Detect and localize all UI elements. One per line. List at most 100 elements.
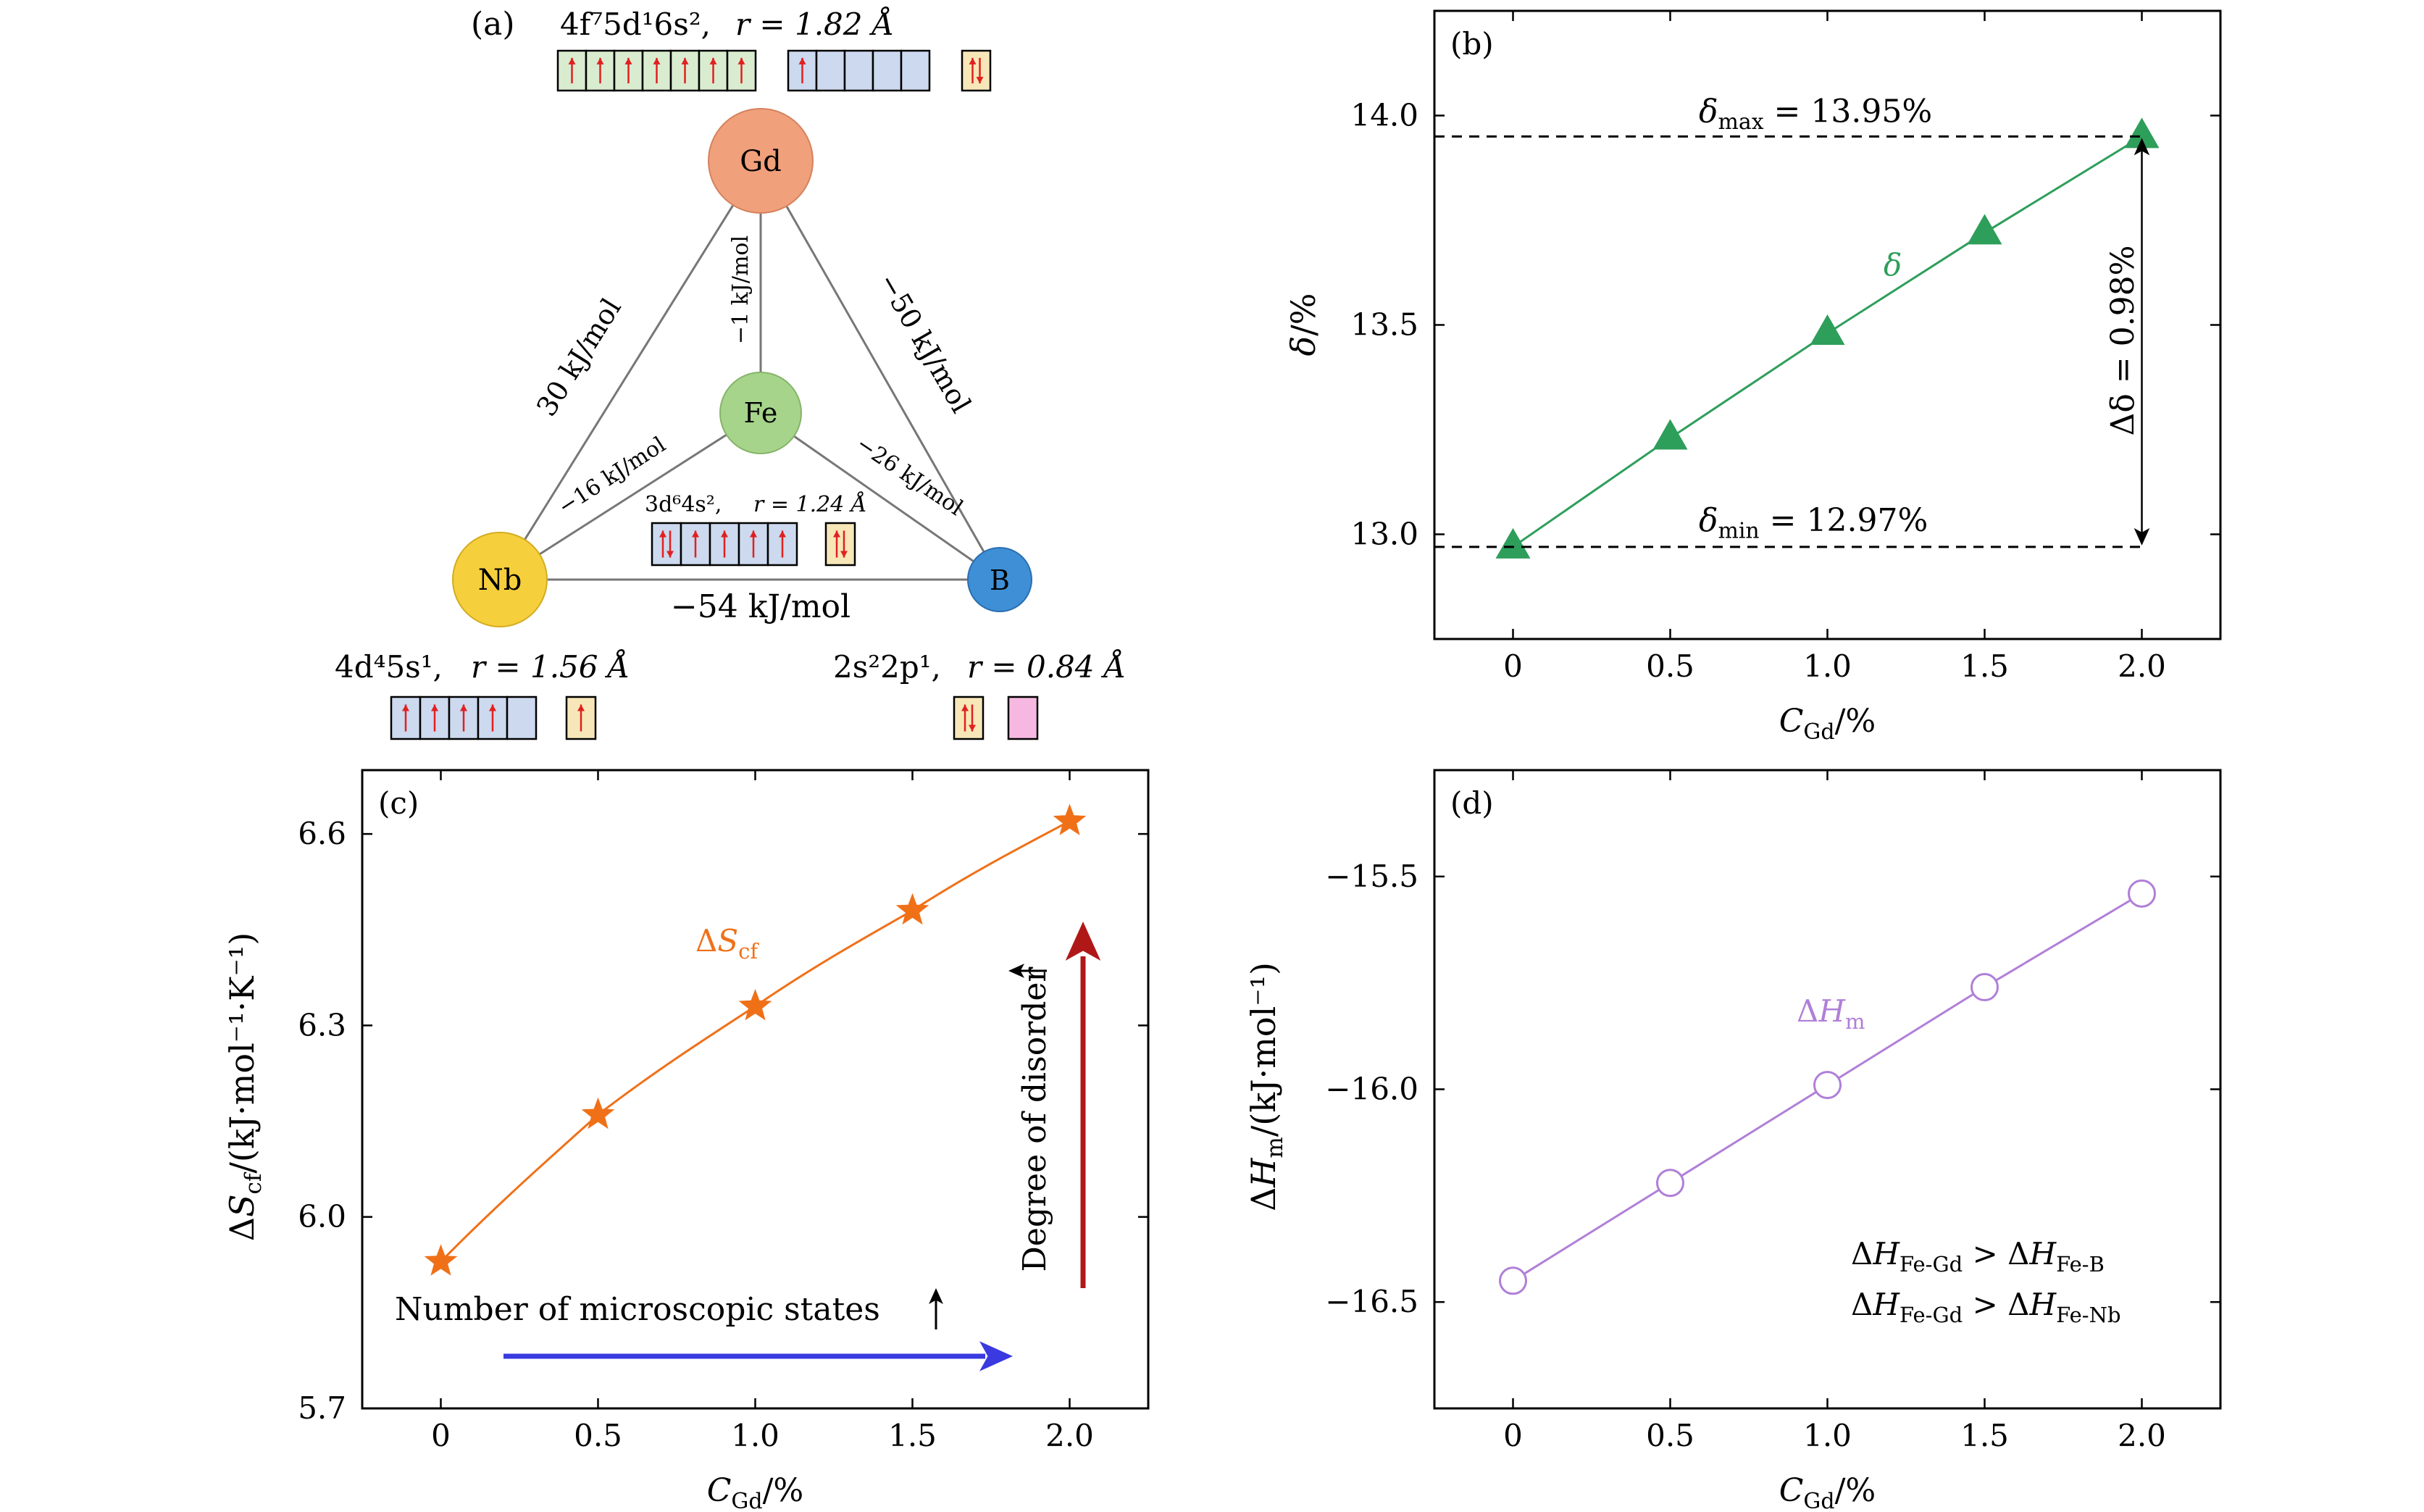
arrow-head — [681, 57, 689, 64]
x-tick-label: 1.5 — [1960, 1418, 2009, 1453]
panel-b-chart: 0 0.5 1.0 1.5 2.0 13.0 13.5 14.0 (b) CGd/% δ/% δmax… — [1284, 9, 2222, 745]
x-tick-label: 1.0 — [731, 1418, 780, 1453]
atom-nb — [452, 532, 548, 627]
data-point — [1499, 1266, 1527, 1295]
series-line — [440, 820, 1071, 1263]
data-point — [1970, 973, 1999, 1002]
panel-c-chart: 0 0.5 1.0 1.5 2.0 5.7 6.0 6.3 6.6 (c) CGd/% ΔScf/(k… — [222, 769, 1150, 1512]
x-tick-label: 2.0 — [1045, 1418, 1094, 1453]
b-2s-box — [953, 696, 985, 740]
bond-label-fe-b: −26 kJ/mol — [851, 431, 967, 521]
x-axis-label: CGd/% — [1779, 1472, 1876, 1512]
fe-4s-box — [824, 522, 856, 567]
series-label: δ — [1884, 247, 1902, 283]
y-tick-label: 13.5 — [1350, 307, 1418, 343]
atom-b — [967, 547, 1032, 612]
arrow-head — [489, 704, 496, 711]
bond-label-gd-nb: 30 kJ/mol — [530, 293, 627, 422]
arrow-head — [709, 57, 717, 64]
arrow-head — [840, 551, 848, 558]
arrow-head — [976, 77, 984, 84]
arrow-head — [577, 704, 585, 711]
data-point — [2124, 117, 2160, 149]
microstates-label: Number of microscopic states — [395, 1291, 880, 1328]
arrow-head — [833, 530, 840, 538]
orbital-box — [815, 49, 846, 92]
delta-range-label: Δδ = 0.98% — [2105, 246, 2141, 436]
data-point — [1652, 419, 1688, 450]
y-axis-label: δ/% — [1284, 293, 1323, 356]
data-point — [1810, 314, 1845, 346]
panel-d-chart: 0 0.5 1.0 1.5 2.0 −16.5 −16.0 −15.5 (d) CGd/% ΔHm/… — [1244, 769, 2222, 1512]
x-tick-label: 1.0 — [1803, 1418, 1852, 1453]
orbital-box — [961, 49, 992, 92]
data-point — [738, 989, 772, 1021]
delta-min-label: δmin = 12.97% — [1699, 502, 1928, 544]
orbital-box — [824, 522, 856, 567]
arrow-head — [721, 530, 728, 538]
arrow-head — [624, 57, 632, 64]
bond-fe-b — [760, 412, 1000, 581]
bond-label-nb-b: −54 kJ/mol — [671, 588, 851, 625]
nb-radius: r = 1.56 Å — [471, 648, 630, 685]
gd-radius: r = 1.82 Å — [735, 6, 894, 42]
arrow-head — [402, 704, 409, 711]
atom-fe-label: Fe — [744, 397, 778, 429]
panel-label: (d) — [1450, 785, 1494, 821]
atom-gd-label: Gd — [740, 145, 782, 178]
data-point — [1813, 1071, 1842, 1100]
microstates-arrow-head — [979, 1341, 1013, 1371]
arrow-head — [431, 704, 438, 711]
x-axis-label: CGd/% — [1779, 703, 1876, 745]
y-tick-label: 13.0 — [1350, 517, 1418, 552]
y-axis-label: ΔScf/(kJ·mol⁻¹·K⁻¹) — [222, 932, 267, 1241]
nb-config: 4d⁴5s¹, — [335, 649, 443, 685]
y-axis-label: ΔHm/(kJ·mol⁻¹) — [1244, 962, 1288, 1211]
arrow-head — [969, 724, 976, 732]
orbital-box — [651, 522, 682, 567]
disorder-small-arrow-head — [1008, 964, 1024, 978]
orbital-box — [900, 49, 931, 92]
x-tick-label: 2.0 — [2118, 648, 2166, 684]
b-radius: r = 0.84 Å — [967, 648, 1126, 685]
y-tick-label: −16.0 — [1325, 1072, 1418, 1107]
delta-range-arrow-up — [2133, 138, 2150, 156]
data-point — [895, 893, 929, 925]
arrow-head — [750, 530, 757, 538]
y-tick-label: 6.0 — [298, 1199, 346, 1235]
y-tick-label: 6.6 — [298, 816, 346, 851]
delta-max-label: δmax = 13.95% — [1699, 93, 1932, 135]
fe-3d-boxes — [651, 522, 798, 567]
data-point — [1053, 803, 1087, 835]
gd-6s-box — [961, 49, 992, 92]
bond-nb-fe — [499, 412, 761, 581]
y-tick-label: −15.5 — [1325, 859, 1418, 894]
series-label: ΔScf — [695, 923, 759, 964]
arrow-head — [961, 704, 969, 711]
x-tick-label: 1.0 — [1803, 648, 1852, 684]
panel-a-diagram: (a) 30 kJ/mol −1 kJ/mol −50 kJ/mol −16 k… — [335, 6, 1126, 740]
disorder-label: Degree of disorder — [1016, 966, 1053, 1272]
x-tick-label: 1.5 — [1960, 648, 2009, 684]
data-point — [1656, 1169, 1684, 1198]
arrow-head — [969, 57, 977, 64]
arrow-head — [798, 57, 806, 64]
arrow-head — [653, 57, 661, 64]
fe-config: 3d⁶4s², — [645, 492, 722, 517]
orbital-box — [843, 49, 874, 92]
gd-5d-boxes — [787, 49, 931, 92]
y-tick-label: 5.7 — [298, 1390, 346, 1426]
gd-4f-boxes — [556, 49, 757, 92]
series-label: ΔHm — [1797, 993, 1865, 1034]
arrow-head — [460, 704, 467, 711]
orbital-box — [953, 696, 985, 740]
relation-fe-gd-fe-b: ΔHFe-Gd > ΔHFe-B — [1851, 1236, 2105, 1277]
gd-config: 4f⁷5d¹6s², — [560, 7, 711, 42]
atom-fe — [719, 372, 802, 454]
fe-radius: r = 1.24 Å — [753, 491, 867, 517]
data-point — [1495, 527, 1531, 559]
bond-label-gd-b: −50 kJ/mol — [872, 268, 977, 419]
disorder-arrow-head — [1065, 922, 1101, 961]
x-tick-label: 0 — [1503, 1418, 1523, 1453]
